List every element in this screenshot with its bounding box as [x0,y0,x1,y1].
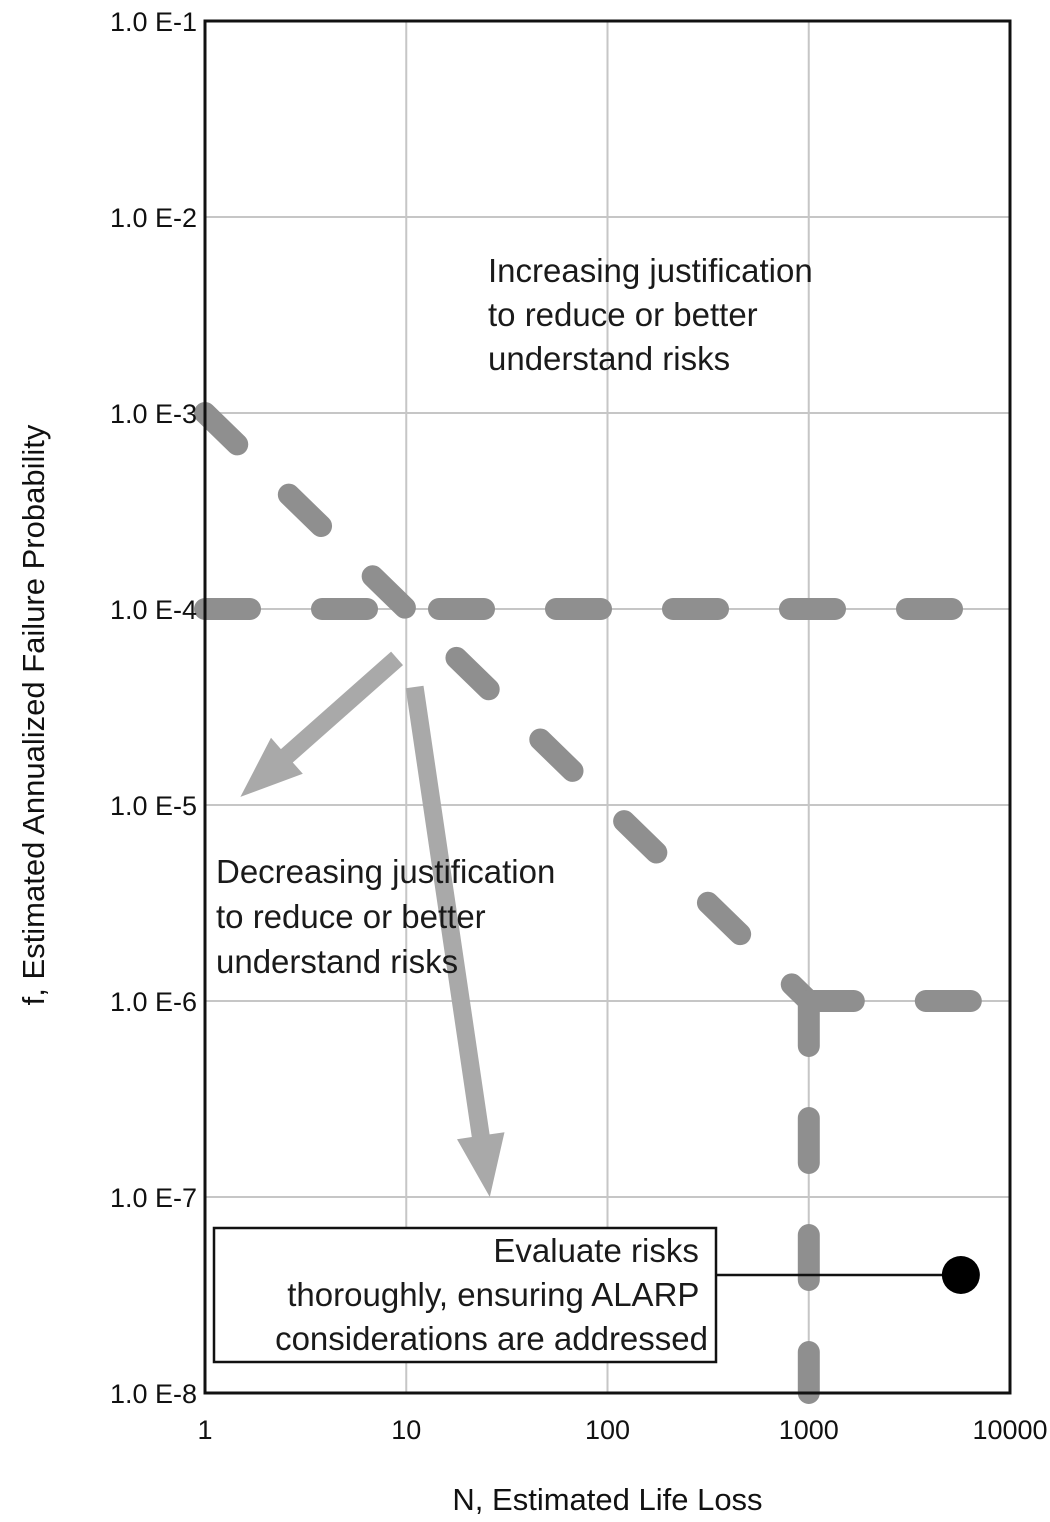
y-tick-label: 1.0 E-1 [110,7,197,37]
plot-frame [203,19,1012,1395]
annotation-evaluate-line: Evaluate risks [493,1232,698,1269]
y-tick-label: 1.0 E-8 [110,1379,197,1409]
x-tick-label: 10 [391,1415,421,1445]
annotation-increasing-line: understand risks [488,340,730,377]
x-tick-label: 10000 [972,1415,1047,1445]
x-tick-label: 1000 [779,1415,839,1445]
x-tick-label: 1 [197,1415,212,1445]
y-tick-label: 1.0 E-2 [110,203,197,233]
marker-group [716,1255,980,1294]
arrow [240,651,403,797]
y-tick-label: 1.0 E-3 [110,399,197,429]
annotation-decreasing-line: understand risks [216,943,458,980]
series-lines [194,402,1021,1404]
annotation-increasing: Increasing justification to reduce or be… [488,252,822,377]
annotation-decreasing-line: to reduce or better [216,898,486,935]
tick-labels: 1 10 100 1000 10000 1.0 E-8 1.0 E-7 1.0 E-6 1.0 … [110,7,1048,1445]
marker-dot [941,1255,980,1294]
grid [204,20,1011,1394]
y-tick-label: 1.0 E-6 [110,987,197,1017]
y-tick-label: 1.0 E-5 [110,791,197,821]
annotation-evaluate-box [212,1226,718,1364]
annotation-decreasing-line: Decreasing justification [216,853,555,890]
annotation-evaluate: Evaluate risks thoroughly, ensuring ALAR… [275,1232,708,1357]
y-axis-title: f, Estimated Annualized Failure Probabil… [16,424,51,1005]
annotation-evaluate-line: thoroughly, ensuring ALARP [287,1276,699,1313]
arrow [405,685,505,1197]
annotation-increasing-line: Increasing justification [488,252,813,289]
arrows [240,651,505,1197]
y-tick-label: 1.0 E-4 [110,595,197,625]
annotation-evaluate-line: considerations are addressed [275,1320,708,1357]
threshold-line [194,402,820,1012]
annotations: Increasing justification to reduce or be… [212,252,822,1364]
y-tick-label: 1.0 E-7 [110,1183,197,1213]
x-axis-title: N, Estimated Life Loss [452,1482,762,1517]
annotation-increasing-line: to reduce or better [488,296,758,333]
annotation-decreasing: Decreasing justification to reduce or be… [216,853,565,980]
x-tick-label: 100 [585,1415,630,1445]
